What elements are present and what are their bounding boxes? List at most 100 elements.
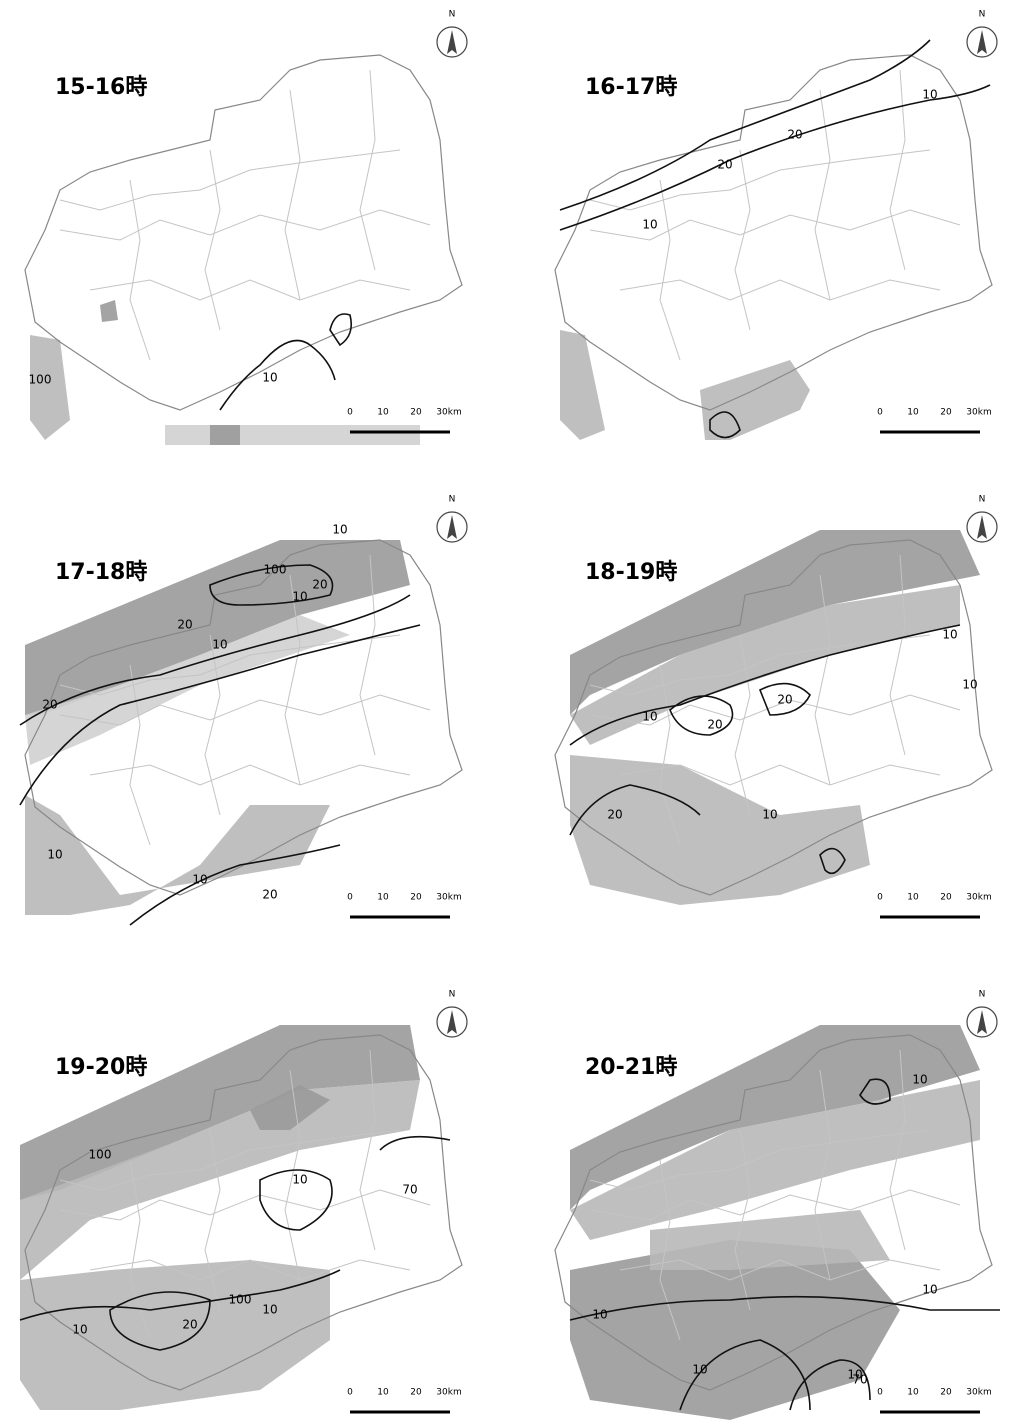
municipal-boundary (59, 1189, 431, 1221)
map-panel: 10 100 15-16時 N 0 10 20 30km (24, 10, 468, 445)
north-arrow (977, 1010, 987, 1034)
contour (109, 1291, 211, 1351)
panel-title: 20-21時 (585, 1055, 677, 1080)
contour-label: 20 (777, 693, 792, 707)
map-panel: 10 20 20 10 16-17時 N 0 10 20 30km (554, 10, 998, 440)
municipal-boundary (359, 554, 376, 756)
prefecture-outline (554, 1034, 993, 1391)
contour-label: 100 (229, 1293, 252, 1307)
scale-label: 0 (877, 408, 883, 418)
contour-label: 20 (717, 158, 732, 172)
municipal-boundary (589, 209, 961, 241)
municipal-boundary (589, 634, 931, 696)
municipal-boundary (734, 1129, 751, 1311)
municipal-boundary (89, 1259, 411, 1281)
rain-area (570, 1080, 980, 1240)
contour (129, 844, 341, 926)
contour (19, 1269, 341, 1321)
contour (569, 624, 961, 746)
panel-title: 15-16時 (55, 75, 147, 100)
prefecture-outline (24, 54, 463, 411)
shading (570, 530, 980, 905)
rain-area (20, 1260, 330, 1410)
north-label: N (449, 495, 456, 505)
municipal-boundary (619, 764, 941, 786)
rain-area (570, 1240, 900, 1420)
contour (569, 1295, 1000, 1321)
contour (709, 411, 741, 439)
contour (209, 564, 334, 606)
north-circle (966, 26, 998, 58)
panel-title: 18-19時 (585, 560, 677, 585)
north-label: N (979, 495, 986, 505)
scale-label: 10 (377, 408, 389, 418)
contour (859, 1078, 891, 1105)
scale-label: 0 (347, 893, 353, 903)
municipal-boundary (659, 179, 681, 361)
north-arrow (447, 30, 457, 54)
contour-label: 10 (922, 88, 937, 102)
north-circle (966, 1006, 998, 1038)
rain-area (100, 300, 118, 322)
contour (569, 784, 701, 836)
municipal-boundary (659, 1159, 681, 1341)
contour (19, 594, 411, 726)
prefecture-outline (554, 539, 993, 896)
municipal-boundary (59, 694, 431, 726)
contour-label: 10 (72, 1323, 87, 1337)
map-panel: 10 10 20 20 10 20 10 18-19時 N 0 10 20 30km (554, 495, 998, 919)
contour-label: 10 (592, 1308, 607, 1322)
panel-title: 17-18時 (55, 560, 147, 585)
contour (559, 84, 991, 231)
rain-area (20, 1025, 420, 1200)
contour-label: 10 (212, 638, 227, 652)
municipal-boundary (284, 1069, 301, 1281)
scale-label: 10 (907, 893, 919, 903)
municipal-boundary (589, 1189, 961, 1221)
scale-label: 20 (940, 408, 952, 418)
municipal-boundary (204, 634, 221, 816)
contour-label: 10 (47, 848, 62, 862)
rain-area (210, 425, 240, 445)
municipal-boundary (619, 279, 941, 301)
municipal-boundary (204, 1129, 221, 1311)
municipal-boundary (589, 1129, 931, 1191)
contour-label: 20 (607, 808, 622, 822)
contour (379, 1135, 451, 1151)
contour-label: 10 (332, 523, 347, 537)
contour-label: 20 (707, 718, 722, 732)
scale-label: 30km (966, 893, 991, 903)
contour (19, 624, 421, 806)
contour-label: 10 (847, 1368, 862, 1382)
municipal-boundary (814, 89, 831, 301)
scale-label: 20 (410, 1388, 422, 1398)
north-arrow (447, 515, 457, 539)
contour (789, 1359, 871, 1411)
scale-label: 30km (436, 1388, 461, 1398)
municipal-boundary (59, 1129, 401, 1191)
contour-label: 100 (29, 373, 52, 387)
contour-label: 10 (262, 371, 277, 385)
shading (570, 1025, 980, 1420)
prefecture-fill (25, 55, 462, 410)
scale-label: 10 (377, 893, 389, 903)
contour-label: 20 (787, 128, 802, 142)
municipal-boundary (619, 1259, 941, 1281)
contour-label: 10 (192, 873, 207, 887)
municipal-boundary (129, 1159, 151, 1341)
contour-label: 20 (312, 578, 327, 592)
north-arrow (977, 30, 987, 54)
contour (758, 682, 811, 716)
scale-label: 30km (966, 1388, 991, 1398)
municipal-boundary (889, 554, 906, 756)
north-circle (436, 511, 468, 543)
scale-label: 10 (377, 1388, 389, 1398)
scale-label: 0 (877, 893, 883, 903)
municipal-boundary (59, 634, 401, 696)
scale-label: 10 (907, 1388, 919, 1398)
contour-label: 20 (177, 618, 192, 632)
rain-area (20, 1080, 420, 1280)
shading (30, 300, 420, 445)
